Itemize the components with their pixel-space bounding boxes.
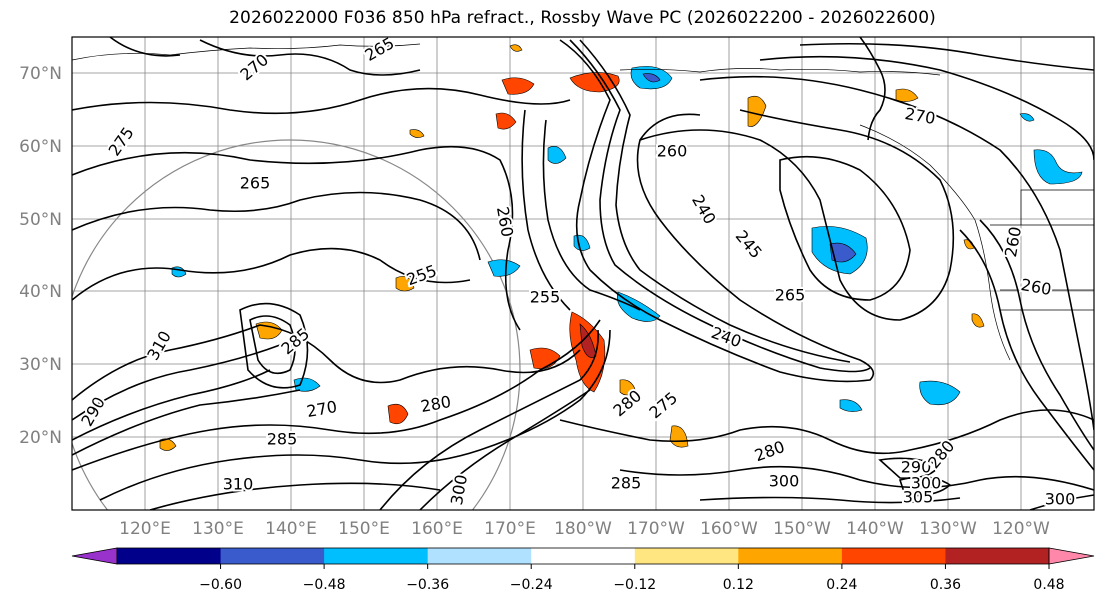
contour-label-halo: 300 [911,474,942,493]
contour-label-halo: 300 [769,472,800,491]
contour-label-halo: 265 [775,286,806,305]
patch-positive [409,129,425,138]
lon-label: 130°E [192,519,244,539]
lat-label: 20°N [19,428,62,448]
patch-negative [642,73,661,83]
lon-label: 140°E [265,519,317,539]
contour-label: 260 [657,142,688,161]
colorbar-segment [841,548,946,564]
lat-label: 40°N [19,282,62,302]
contour-label: 265 [775,286,806,305]
colorbar-tick-label: 0.48 [1033,577,1064,593]
patch-positive [395,276,415,292]
patch-positive [501,77,535,95]
colorbar-extend-low [71,547,118,565]
patch-positive [495,112,517,130]
patch-positive [509,44,523,52]
patch-negative [1019,113,1035,122]
contour-label-halo: 285 [267,430,298,449]
colorbar-ticks: −0.60 −0.48 −0.36 −0.24 −0.12 0.12 0.24 0.36 0.4… [199,564,1065,593]
colorbar-tick-label: 0.24 [826,577,857,593]
lon-label: 120°E [119,519,171,539]
contour-label: 285 [267,430,298,449]
colorbar-segment [117,548,222,564]
contour-label: 300 [1045,490,1076,509]
contour-label: 310 [223,475,254,494]
colorbar-segment [945,548,1050,564]
contour-label-halo: 260 [657,142,688,161]
contour-label-halo: 285 [611,474,642,493]
patch-negative [547,146,567,164]
map-frame [71,36,1095,511]
colorbar-segment [531,548,636,564]
colorbar-tick-label: −0.48 [303,577,346,593]
contour-label: 265 [240,174,271,193]
reference-circle [72,139,521,510]
lon-label: 150°E [338,519,390,539]
lat-labels: 70°N 60°N 50°N 40°N 30°N 20°N [19,64,62,448]
lon-label: 120°W [992,519,1050,539]
patch-negative [919,380,961,406]
coastlines [72,43,1094,361]
patch-negative [487,259,521,277]
lon-label: 130°W [919,519,977,539]
colorbar-segment [634,548,739,564]
colorbar-extend-high [1048,547,1095,565]
contour-label-halo: 290 [901,458,932,477]
colorbar-outline [116,547,1050,565]
contour-label-halo: 305 [903,488,934,507]
lat-label: 50°N [19,210,62,230]
patch-positive [619,379,637,396]
colorbar-segment [738,548,843,564]
colorbar-tick-label: −0.24 [510,577,553,593]
contours [72,37,1094,510]
contour-label: 300 [769,472,800,491]
map-title: 2026022000 F036 850 hPa refract., Rossby… [229,8,936,28]
colorbar-segment [324,548,429,564]
patch-negative [1033,149,1083,185]
patch-negative [839,399,863,412]
patch-positive [579,323,597,358]
colorbar-segment [427,548,532,564]
contour-label: 290 [901,458,932,477]
contour-label-halo: 255 [530,288,561,307]
colorbar-tick-label: −0.12 [613,577,656,593]
contour-label-halo: 300 [1045,490,1076,509]
lon-label: 140°W [846,519,904,539]
colorbar-tick-label: 0.36 [930,577,961,593]
patch-positive [971,313,985,328]
patch-positive [387,403,409,425]
contour-label-halo: 310 [223,475,254,494]
lon-labels: 120°E 130°E 140°E 150°E 160°E 170°E 180°… [119,519,1050,539]
anomaly-patches [159,44,1083,451]
contour-label: 255 [530,288,561,307]
contour-label: 300 [911,474,942,493]
lon-label: 170°E [484,519,536,539]
colorbar-segment [220,548,325,564]
lon-label: 150°W [773,519,831,539]
colorbar-segments [71,547,1095,565]
patch-negative [829,242,857,263]
lat-label: 60°N [19,137,62,157]
contour-label-halo: 265 [240,174,271,193]
lat-label: 30°N [19,355,62,375]
lon-label: 180°W [554,519,612,539]
lon-label: 170°W [627,519,685,539]
lat-label: 70°N [19,64,62,84]
lon-label: 160°W [700,519,758,539]
contour-label: 285 [611,474,642,493]
colorbar-tick-label: −0.60 [199,577,242,593]
contour-label: 305 [903,488,934,507]
colorbar-tick-label: −0.36 [406,577,449,593]
colorbar-tick-label: 0.12 [723,577,754,593]
patch-positive [747,95,767,127]
lon-label: 160°E [411,519,463,539]
